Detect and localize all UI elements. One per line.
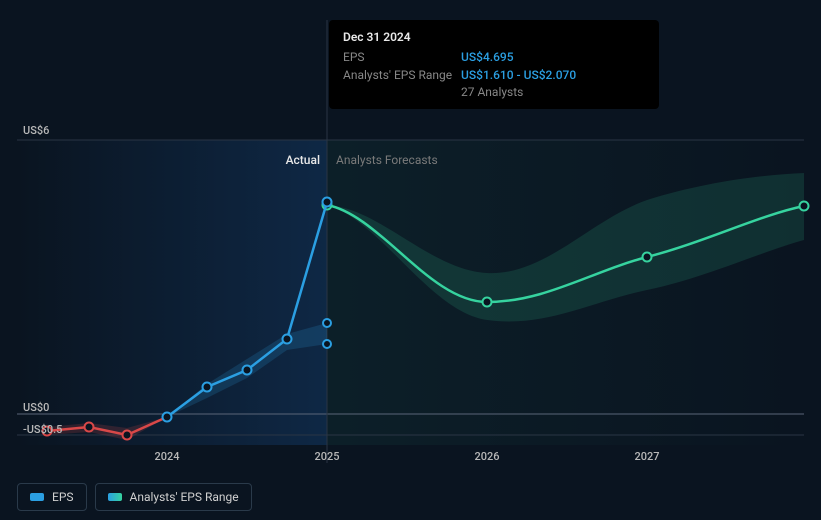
section-label-forecast: Analysts Forecasts (336, 153, 438, 167)
x-axis-label: 2024 (154, 450, 179, 463)
tooltip-row-eps: EPS US$4.695 (343, 50, 645, 64)
chart-legend: EPS Analysts' EPS Range (17, 483, 252, 511)
tooltip-label: EPS (343, 50, 461, 64)
y-axis-label: US$6 (23, 124, 49, 137)
legend-label: Analysts' EPS Range (130, 490, 239, 504)
legend-item-range[interactable]: Analysts' EPS Range (95, 483, 252, 511)
tooltip-value: US$4.695 (461, 50, 514, 64)
legend-label: EPS (52, 490, 74, 504)
tooltip-label: Analysts' EPS Range (343, 68, 461, 82)
x-axis-label: 2025 (314, 450, 339, 463)
y-axis-label: -US$0.5 (23, 423, 62, 436)
y-axis-label: US$0 (23, 401, 49, 414)
legend-item-eps[interactable]: EPS (17, 483, 87, 511)
x-axis-label: 2026 (474, 450, 499, 463)
legend-swatch-icon (108, 493, 122, 501)
eps-chart: Dec 31 2024 EPS US$4.695 Analysts' EPS R… (0, 0, 821, 520)
legend-swatch-icon (30, 493, 44, 501)
tooltip-value: US$1.610 - US$2.070 (461, 68, 576, 82)
tooltip-date: Dec 31 2024 (343, 30, 645, 44)
tooltip-row-range: Analysts' EPS Range US$1.610 - US$2.070 (343, 68, 645, 82)
chart-tooltip: Dec 31 2024 EPS US$4.695 Analysts' EPS R… (329, 20, 659, 109)
tooltip-sub: 27 Analysts (461, 85, 645, 99)
x-axis-label: 2027 (634, 450, 659, 463)
section-label-actual: Actual (286, 153, 320, 167)
